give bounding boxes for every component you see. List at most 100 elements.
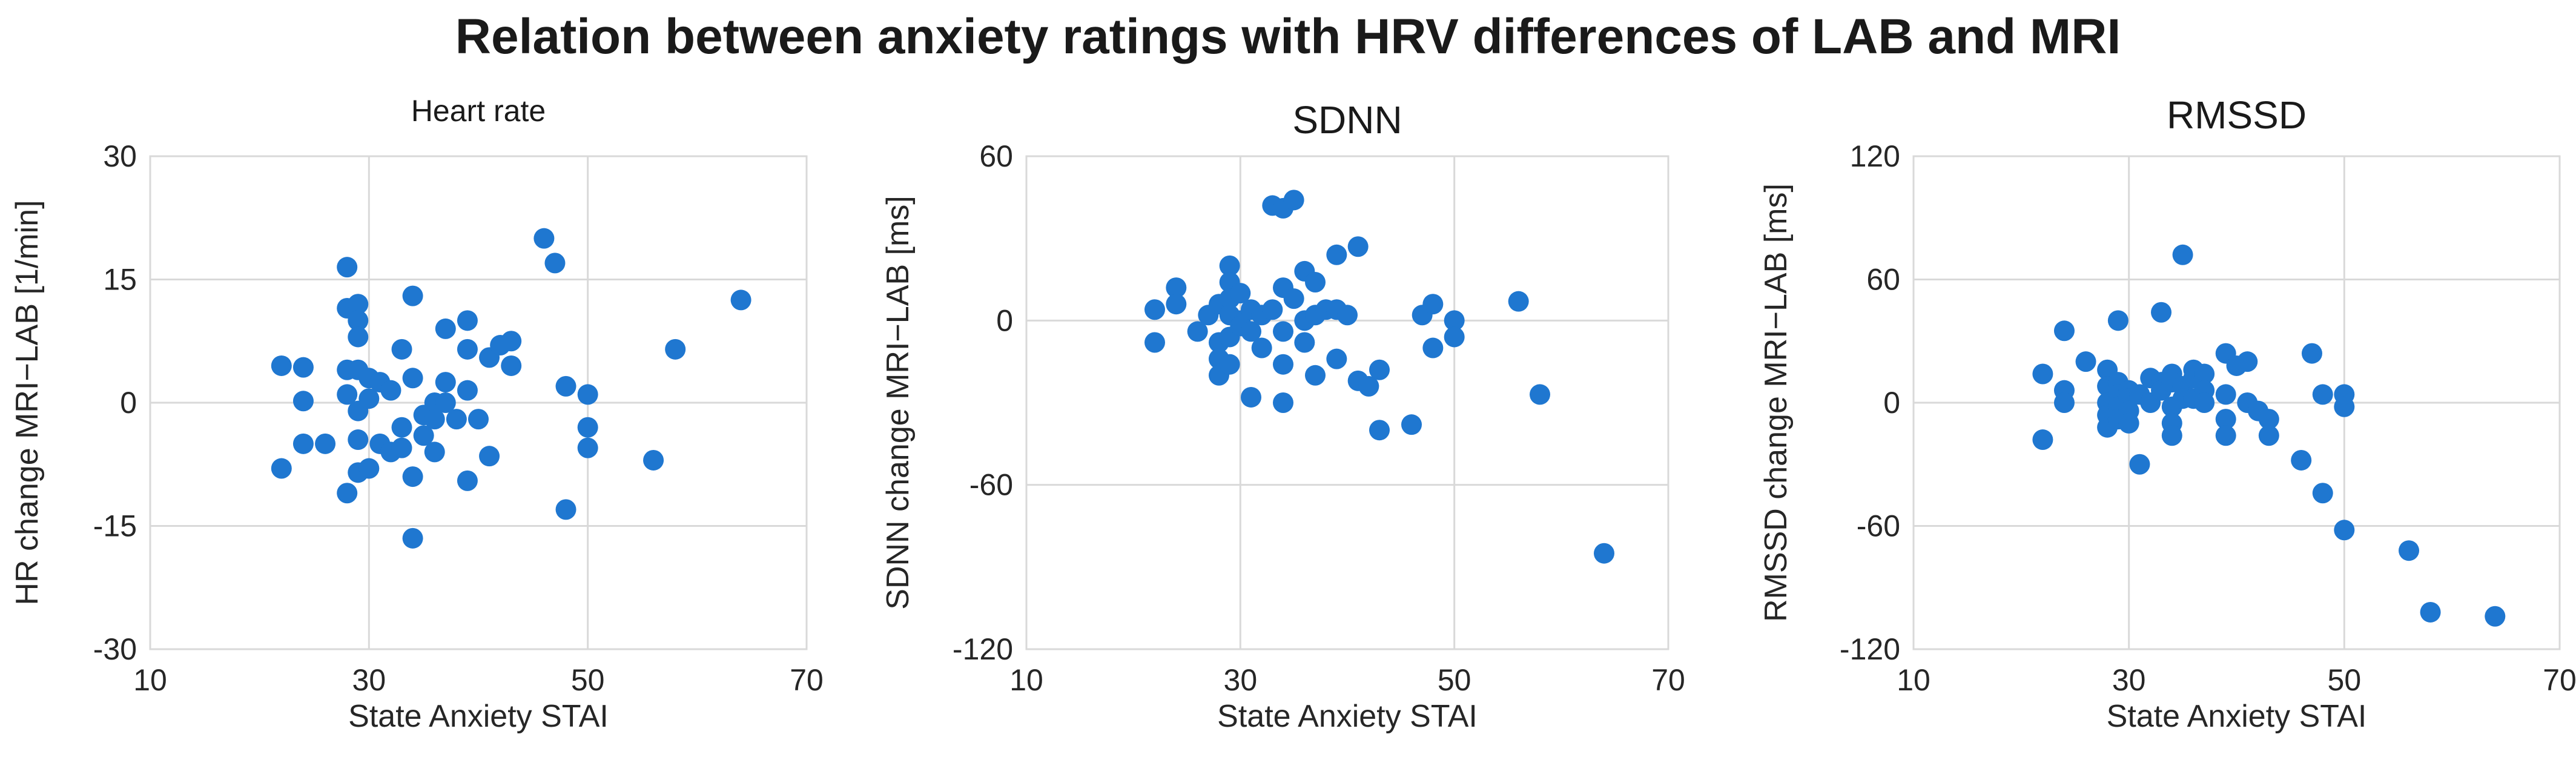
rmssd-plot-area <box>1912 155 2561 650</box>
rmssd-data-point <box>2399 540 2420 561</box>
sdnn-data-point <box>1369 359 1390 380</box>
rmssd-chart-title: RMSSD <box>2167 93 2307 137</box>
sdnn-data-point <box>1594 543 1614 564</box>
hr-data-point <box>391 437 412 458</box>
sdnn-x-tick-label: 10 <box>1009 663 1043 697</box>
rmssd-data-point <box>2129 454 2150 475</box>
hr-data-point <box>424 441 445 463</box>
hr-x-tick-label: 30 <box>352 663 386 697</box>
hr-data-point <box>555 375 576 397</box>
sdnn-y-tick-label: -60 <box>969 468 1013 502</box>
rmssd-data-point <box>2215 384 2236 405</box>
hr-y-tick-label: -30 <box>93 632 137 666</box>
sdnn-data-point <box>1241 321 1261 342</box>
hr-data-point <box>402 368 423 389</box>
sdnn-data-point <box>1508 291 1529 312</box>
rmssd-data-point <box>2301 343 2322 364</box>
hr-data-point <box>501 355 522 376</box>
sdnn-data-point <box>1283 190 1304 211</box>
sdnn-x-axis-label: State Anxiety STAI <box>1217 699 1478 734</box>
rmssd-data-point <box>2161 425 2182 446</box>
sdnn-data-point <box>1219 354 1240 375</box>
sdnn-data-point <box>1283 288 1304 309</box>
rmssd-y-tick-label: -120 <box>1840 632 1900 666</box>
hr-chart-title: Heart rate <box>411 94 546 128</box>
sdnn-data-point <box>1251 337 1272 359</box>
hr-data-point <box>292 391 314 412</box>
hr-x-axis-label: State Anxiety STAI <box>348 699 609 734</box>
hr-data-point <box>457 310 478 331</box>
sdnn-data-point <box>1444 326 1465 348</box>
page-title: Relation between anxiety ratings with HR… <box>455 9 2121 64</box>
sdnn-y-tick-label: 60 <box>979 139 1013 173</box>
sdnn-data-point <box>1273 392 1293 413</box>
heart-rate-chart: -30 -15 0 15 30 10 30 50 70 Heart rate State Anxie… <box>10 94 824 734</box>
hr-data-point <box>435 318 456 339</box>
sdnn-chart: -120 -60 0 60 10 30 50 70 SDNN State Anxiety STAI… <box>880 98 1685 734</box>
hr-data-point <box>665 339 686 360</box>
rmssd-y-tick-label: -60 <box>1857 509 1900 543</box>
rmssd-data-point <box>2420 601 2441 623</box>
sdnn-data-point <box>1326 348 1347 369</box>
rmssd-data-point <box>2032 429 2053 451</box>
hr-y-tick-label: 15 <box>103 263 137 297</box>
hr-data-point <box>413 425 434 446</box>
sdnn-data-point <box>1369 420 1390 441</box>
sdnn-data-point <box>1358 375 1379 397</box>
hr-data-point <box>533 228 555 249</box>
sdnn-data-point <box>1347 236 1369 257</box>
rmssd-x-tick-label: 70 <box>2543 663 2576 697</box>
hr-data-point <box>457 470 478 491</box>
rmssd-y-tick-label: 60 <box>1866 263 1900 297</box>
hr-data-point <box>501 331 522 352</box>
hr-data-point <box>402 285 423 306</box>
hr-data-point <box>337 257 358 278</box>
rmssd-y-axis-label: RMSSD change MRI−LAB [ms] <box>1759 183 1794 622</box>
sdnn-y-axis-label: SDNN change MRI−LAB [ms] <box>880 196 916 609</box>
sdnn-data-point <box>1530 384 1550 405</box>
hr-data-point <box>391 339 412 360</box>
rmssd-data-point <box>2258 425 2279 446</box>
rmssd-data-point <box>2312 384 2333 405</box>
sdnn-data-point <box>1166 277 1187 299</box>
sdnn-y-tick-label: -120 <box>953 632 1013 666</box>
rmssd-data-point <box>2485 606 2506 627</box>
hr-x-tick-label: 10 <box>133 663 167 697</box>
hr-data-point <box>348 326 369 348</box>
sdnn-x-tick-label: 50 <box>1438 663 1471 697</box>
rmssd-data-point <box>2194 363 2215 385</box>
sdnn-data-point <box>1422 294 1444 315</box>
hr-data-point <box>555 499 576 520</box>
hr-data-point <box>577 437 598 458</box>
rmssd-chart: -120 -60 0 60 120 10 30 50 70 RMSSD State Anxiety … <box>1759 93 2576 734</box>
hr-data-point <box>446 409 467 430</box>
hr-x-tick-label: 50 <box>571 663 605 697</box>
rmssd-data-point <box>2151 302 2172 323</box>
hr-data-point <box>358 388 380 409</box>
rmssd-data-point <box>2334 520 2355 541</box>
sdnn-data-point <box>1294 332 1315 353</box>
rmssd-data-point <box>2118 412 2139 434</box>
hr-data-point <box>292 357 314 378</box>
sdnn-data-point <box>1337 305 1358 326</box>
sdnn-data-point <box>1144 299 1165 320</box>
hr-data-point <box>337 384 358 405</box>
hr-data-point <box>348 294 369 315</box>
hr-data-point <box>468 409 489 430</box>
rmssd-data-point <box>2312 483 2333 504</box>
sdnn-chart-title: SDNN <box>1292 98 1402 142</box>
rmssd-x-tick-label: 10 <box>1897 663 1930 697</box>
sdnn-data-point <box>1401 414 1422 435</box>
sdnn-data-point <box>1262 299 1283 320</box>
hr-plot-area <box>149 155 808 650</box>
rmssd-x-axis-label: State Anxiety STAI <box>2107 699 2367 734</box>
rmssd-data-point <box>2215 425 2236 446</box>
rmssd-data-point <box>2215 409 2236 430</box>
hr-data-point <box>730 289 751 311</box>
rmssd-y-tick-label: 0 <box>1883 386 1900 420</box>
sdnn-data-point <box>1144 332 1165 353</box>
hr-data-point <box>544 253 566 274</box>
hr-data-point <box>348 429 369 451</box>
rmssd-data-point <box>2258 409 2279 430</box>
